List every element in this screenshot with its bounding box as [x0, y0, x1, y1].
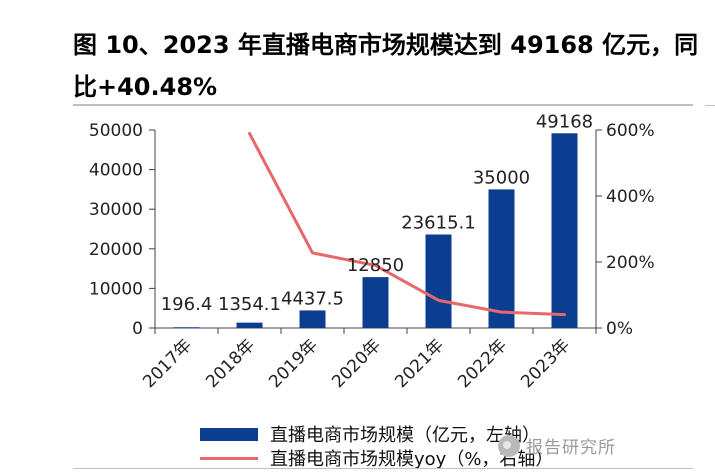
bar-value-label: 23615.1 — [401, 212, 475, 233]
left-axis-tick-label: 30000 — [89, 200, 143, 220]
watermark: 报告研究所 — [498, 433, 616, 458]
x-axis-tick-label: 2017年 — [139, 335, 196, 392]
bar-value-label: 49168 — [536, 111, 593, 132]
x-axis-tick-label: 2018年 — [202, 335, 259, 392]
legend-item-line: 直播电商市场规模yoy（%，右轴） — [200, 446, 553, 470]
bar — [488, 189, 515, 328]
rule-stub — [705, 105, 715, 106]
right-axis-tick-label: 400% — [606, 187, 655, 207]
legend-bar-label: 直播电商市场规模（亿元，左轴） — [270, 425, 540, 446]
bottom-rule — [73, 468, 693, 469]
x-axis-tick-label: 2020年 — [328, 335, 385, 392]
bar-value-label: 12850 — [347, 255, 404, 276]
chart-legend: 直播电商市场规模（亿元，左轴） 直播电商市场规模yoy（%，右轴） — [200, 422, 553, 470]
left-axis-tick-label: 0 — [132, 319, 143, 339]
bar-value-label: 4437.5 — [281, 288, 344, 309]
x-axis-tick-label: 2021年 — [391, 335, 448, 392]
bar — [362, 277, 389, 328]
right-axis-tick-label: 200% — [606, 253, 655, 273]
x-axis-tick-label: 2019年 — [265, 335, 322, 392]
bar — [551, 133, 578, 328]
bar-value-label: 196.4 — [161, 294, 213, 315]
wechat-icon — [498, 434, 520, 457]
bar — [299, 310, 326, 328]
left-axis-tick-label: 50000 — [89, 121, 143, 141]
bar — [173, 327, 200, 328]
left-axis-tick-label: 40000 — [89, 161, 143, 181]
bar-value-label: 35000 — [473, 167, 530, 188]
yoy-line — [248, 131, 566, 317]
legend-item-bar: 直播电商市场规模（亿元，左轴） — [200, 422, 553, 446]
left-axis-tick-label: 10000 — [89, 279, 143, 299]
right-axis-tick-label: 0% — [606, 319, 633, 339]
x-axis-tick-label: 2022年 — [454, 335, 511, 392]
bar — [425, 234, 452, 328]
bar-series — [173, 133, 578, 328]
chart-title: 图 10、2023 年直播电商市场规模达到 49168 亿元，同比+40.48% — [73, 31, 699, 101]
left-axis-tick-label: 20000 — [89, 240, 143, 260]
bar-value-label: 1354.1 — [218, 294, 281, 315]
right-axis-tick-label: 600% — [606, 121, 655, 141]
watermark-text: 报告研究所 — [526, 438, 616, 458]
legend-line-label: 直播电商市场规模yoy（%，右轴） — [270, 449, 554, 470]
legend-bar-swatch — [200, 427, 258, 441]
top-rule — [73, 104, 693, 106]
bar — [236, 322, 263, 328]
x-axis-tick-label: 2023年 — [517, 335, 574, 392]
legend-line-swatch — [200, 456, 258, 460]
yoy-line-series — [248, 131, 566, 317]
